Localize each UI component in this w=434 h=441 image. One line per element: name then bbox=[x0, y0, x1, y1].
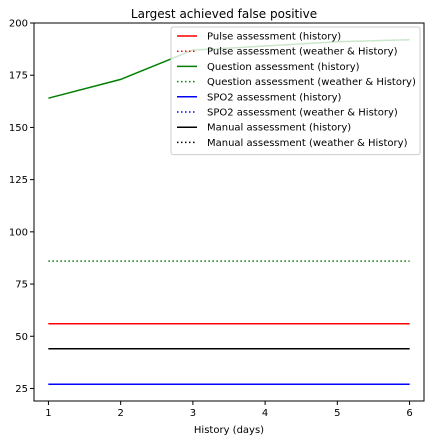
legend-entry-4: SPO2 assessment (history) bbox=[207, 92, 342, 103]
x-axis: 1 2 3 4 5 6 bbox=[45, 401, 413, 419]
legend-entry-0: Pulse assessment (history) bbox=[207, 32, 341, 43]
legend-entry-1: Pulse assessment (weather & History) bbox=[207, 47, 398, 58]
x-tick-label-3: 4 bbox=[262, 408, 268, 419]
x-tick-label-2: 3 bbox=[190, 408, 196, 419]
x-tick-label-0: 1 bbox=[45, 408, 51, 419]
y-tick-label-5: 150 bbox=[9, 123, 28, 134]
legend-entry-3: Question assessment (weather & History) bbox=[207, 77, 416, 88]
y-tick-label-7: 200 bbox=[9, 19, 28, 30]
y-tick-label-1: 50 bbox=[15, 332, 28, 343]
legend-entry-5: SPO2 assessment (weather & History) bbox=[207, 108, 398, 119]
plot-frame bbox=[33, 22, 425, 402]
legend: Pulse assessment (history) Pulse assessme… bbox=[170, 26, 421, 156]
x-tick-label-4: 5 bbox=[334, 408, 340, 419]
legend-entry-7: Manual assessment (weather & History) bbox=[207, 138, 408, 149]
x-axis-label: History (days) bbox=[194, 425, 264, 436]
x-tick-label-1: 2 bbox=[117, 408, 123, 419]
legend-box bbox=[170, 26, 421, 156]
y-tick-label-6: 175 bbox=[9, 71, 28, 82]
y-tick-label-3: 100 bbox=[9, 227, 28, 238]
legend-entry-2: Question assessment (history) bbox=[207, 62, 360, 73]
x-tick-label-5: 6 bbox=[406, 408, 412, 419]
y-axis: 25 50 75 100 125 150 175 200 bbox=[9, 19, 34, 395]
y-tick-label-4: 125 bbox=[9, 175, 28, 186]
y-tick-label-0: 25 bbox=[15, 384, 28, 395]
legend-entry-6: Manual assessment (history) bbox=[207, 123, 351, 134]
chart-title: Largest achieved false positive bbox=[131, 7, 317, 21]
y-tick-label-2: 75 bbox=[15, 280, 28, 291]
